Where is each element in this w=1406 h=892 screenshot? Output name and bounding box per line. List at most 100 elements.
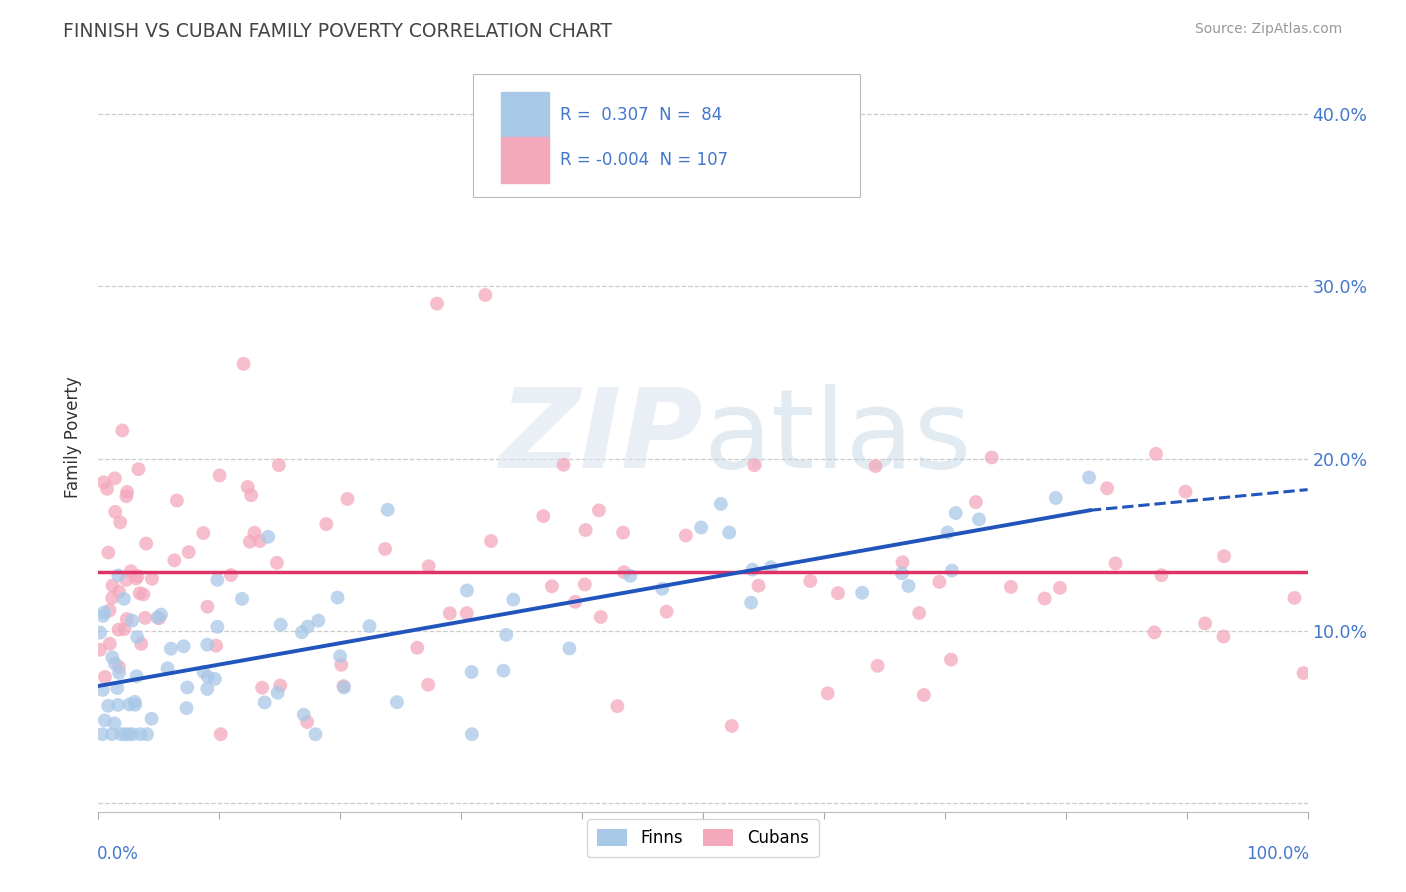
Point (269, 679, 291, 693)
Point (307, 614, 329, 628)
Point (606, 699, 628, 714)
Point (253, 695, 276, 709)
Point (97, 698, 120, 713)
Point (612, 525, 634, 540)
Point (1150, 568, 1173, 582)
Point (619, 569, 641, 583)
Point (195, 638, 218, 652)
Point (124, 695, 146, 709)
Point (107, 568, 129, 582)
Point (103, 716, 125, 731)
Point (1095, 481, 1118, 495)
Point (336, 491, 359, 506)
FancyBboxPatch shape (501, 136, 550, 183)
Point (108, 584, 131, 599)
Point (1104, 557, 1126, 571)
Point (127, 569, 149, 583)
Point (121, 727, 143, 741)
Point (385, 695, 408, 709)
Point (945, 506, 967, 520)
Point (748, 579, 770, 593)
Point (912, 688, 935, 702)
Point (91, 608, 114, 623)
Point (197, 599, 219, 614)
Point (374, 541, 396, 556)
Point (101, 727, 124, 741)
Point (124, 698, 146, 712)
Point (865, 458, 887, 473)
Point (173, 640, 195, 654)
Point (439, 607, 461, 621)
Point (107, 698, 129, 712)
Point (292, 707, 315, 722)
Point (176, 681, 198, 695)
Point (98, 637, 121, 651)
Point (315, 517, 337, 532)
Point (134, 611, 156, 625)
Point (967, 512, 990, 526)
Point (1194, 616, 1216, 631)
Point (330, 657, 353, 672)
Point (239, 534, 262, 549)
Point (1284, 591, 1306, 605)
Point (326, 591, 349, 605)
Point (94, 670, 117, 684)
Point (741, 563, 763, 577)
Point (1144, 447, 1167, 461)
Point (291, 625, 314, 640)
Point (118, 727, 141, 741)
Point (651, 582, 673, 596)
Point (125, 571, 148, 585)
Point (426, 296, 449, 310)
Point (93, 475, 115, 490)
Point (115, 489, 138, 503)
Point (1212, 630, 1234, 644)
Point (195, 681, 218, 696)
Point (209, 727, 232, 741)
Point (108, 516, 131, 530)
Point (941, 564, 963, 578)
Point (333, 681, 356, 695)
Text: 0.0%: 0.0% (97, 846, 139, 863)
Point (111, 424, 134, 438)
Point (897, 579, 920, 593)
Point (193, 665, 215, 679)
Point (96, 482, 118, 496)
Point (243, 525, 266, 540)
Point (936, 525, 959, 540)
FancyBboxPatch shape (474, 74, 860, 197)
Point (105, 681, 128, 695)
Point (91, 727, 114, 741)
Point (575, 523, 598, 537)
Point (965, 495, 987, 509)
Point (558, 641, 581, 656)
Point (208, 468, 231, 483)
Point (690, 520, 713, 534)
Point (304, 727, 326, 741)
Point (1213, 549, 1236, 564)
Point (1049, 581, 1071, 595)
Point (91, 682, 114, 697)
Text: Source: ZipAtlas.com: Source: ZipAtlas.com (1195, 22, 1343, 37)
Point (553, 458, 575, 472)
Point (97, 545, 120, 559)
Point (502, 592, 524, 607)
Point (148, 611, 170, 625)
Point (740, 596, 762, 610)
Point (613, 565, 636, 579)
Point (115, 573, 138, 587)
Y-axis label: Family Poverty: Family Poverty (65, 376, 83, 498)
Point (112, 622, 135, 636)
Point (219, 568, 242, 582)
Point (129, 637, 152, 651)
Point (1000, 580, 1022, 594)
Point (108, 660, 131, 674)
Point (207, 620, 229, 634)
Point (1143, 625, 1166, 640)
Point (93, 606, 115, 620)
Text: atlas: atlas (703, 384, 972, 491)
Point (128, 586, 150, 600)
Point (114, 727, 136, 741)
Point (720, 719, 742, 733)
Point (574, 577, 596, 591)
